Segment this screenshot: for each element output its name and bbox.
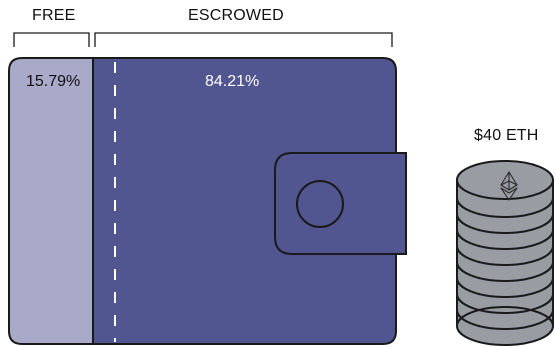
escrowed-percent: 84.21% — [205, 73, 260, 90]
wallet-escrowed-area — [92, 57, 397, 345]
wallet-free-area — [8, 57, 94, 345]
coin-value-label: $40 ETH — [474, 127, 539, 144]
free-label: FREE — [32, 7, 76, 24]
free-bracket — [13, 32, 90, 47]
escrowed-label: ESCROWED — [188, 7, 284, 24]
coin-stack — [456, 160, 554, 346]
ethereum-icon — [500, 171, 518, 201]
free-percent: 15.79% — [26, 73, 81, 90]
wallet-clasp-icon — [274, 152, 407, 255]
escrowed-bracket — [94, 32, 393, 47]
